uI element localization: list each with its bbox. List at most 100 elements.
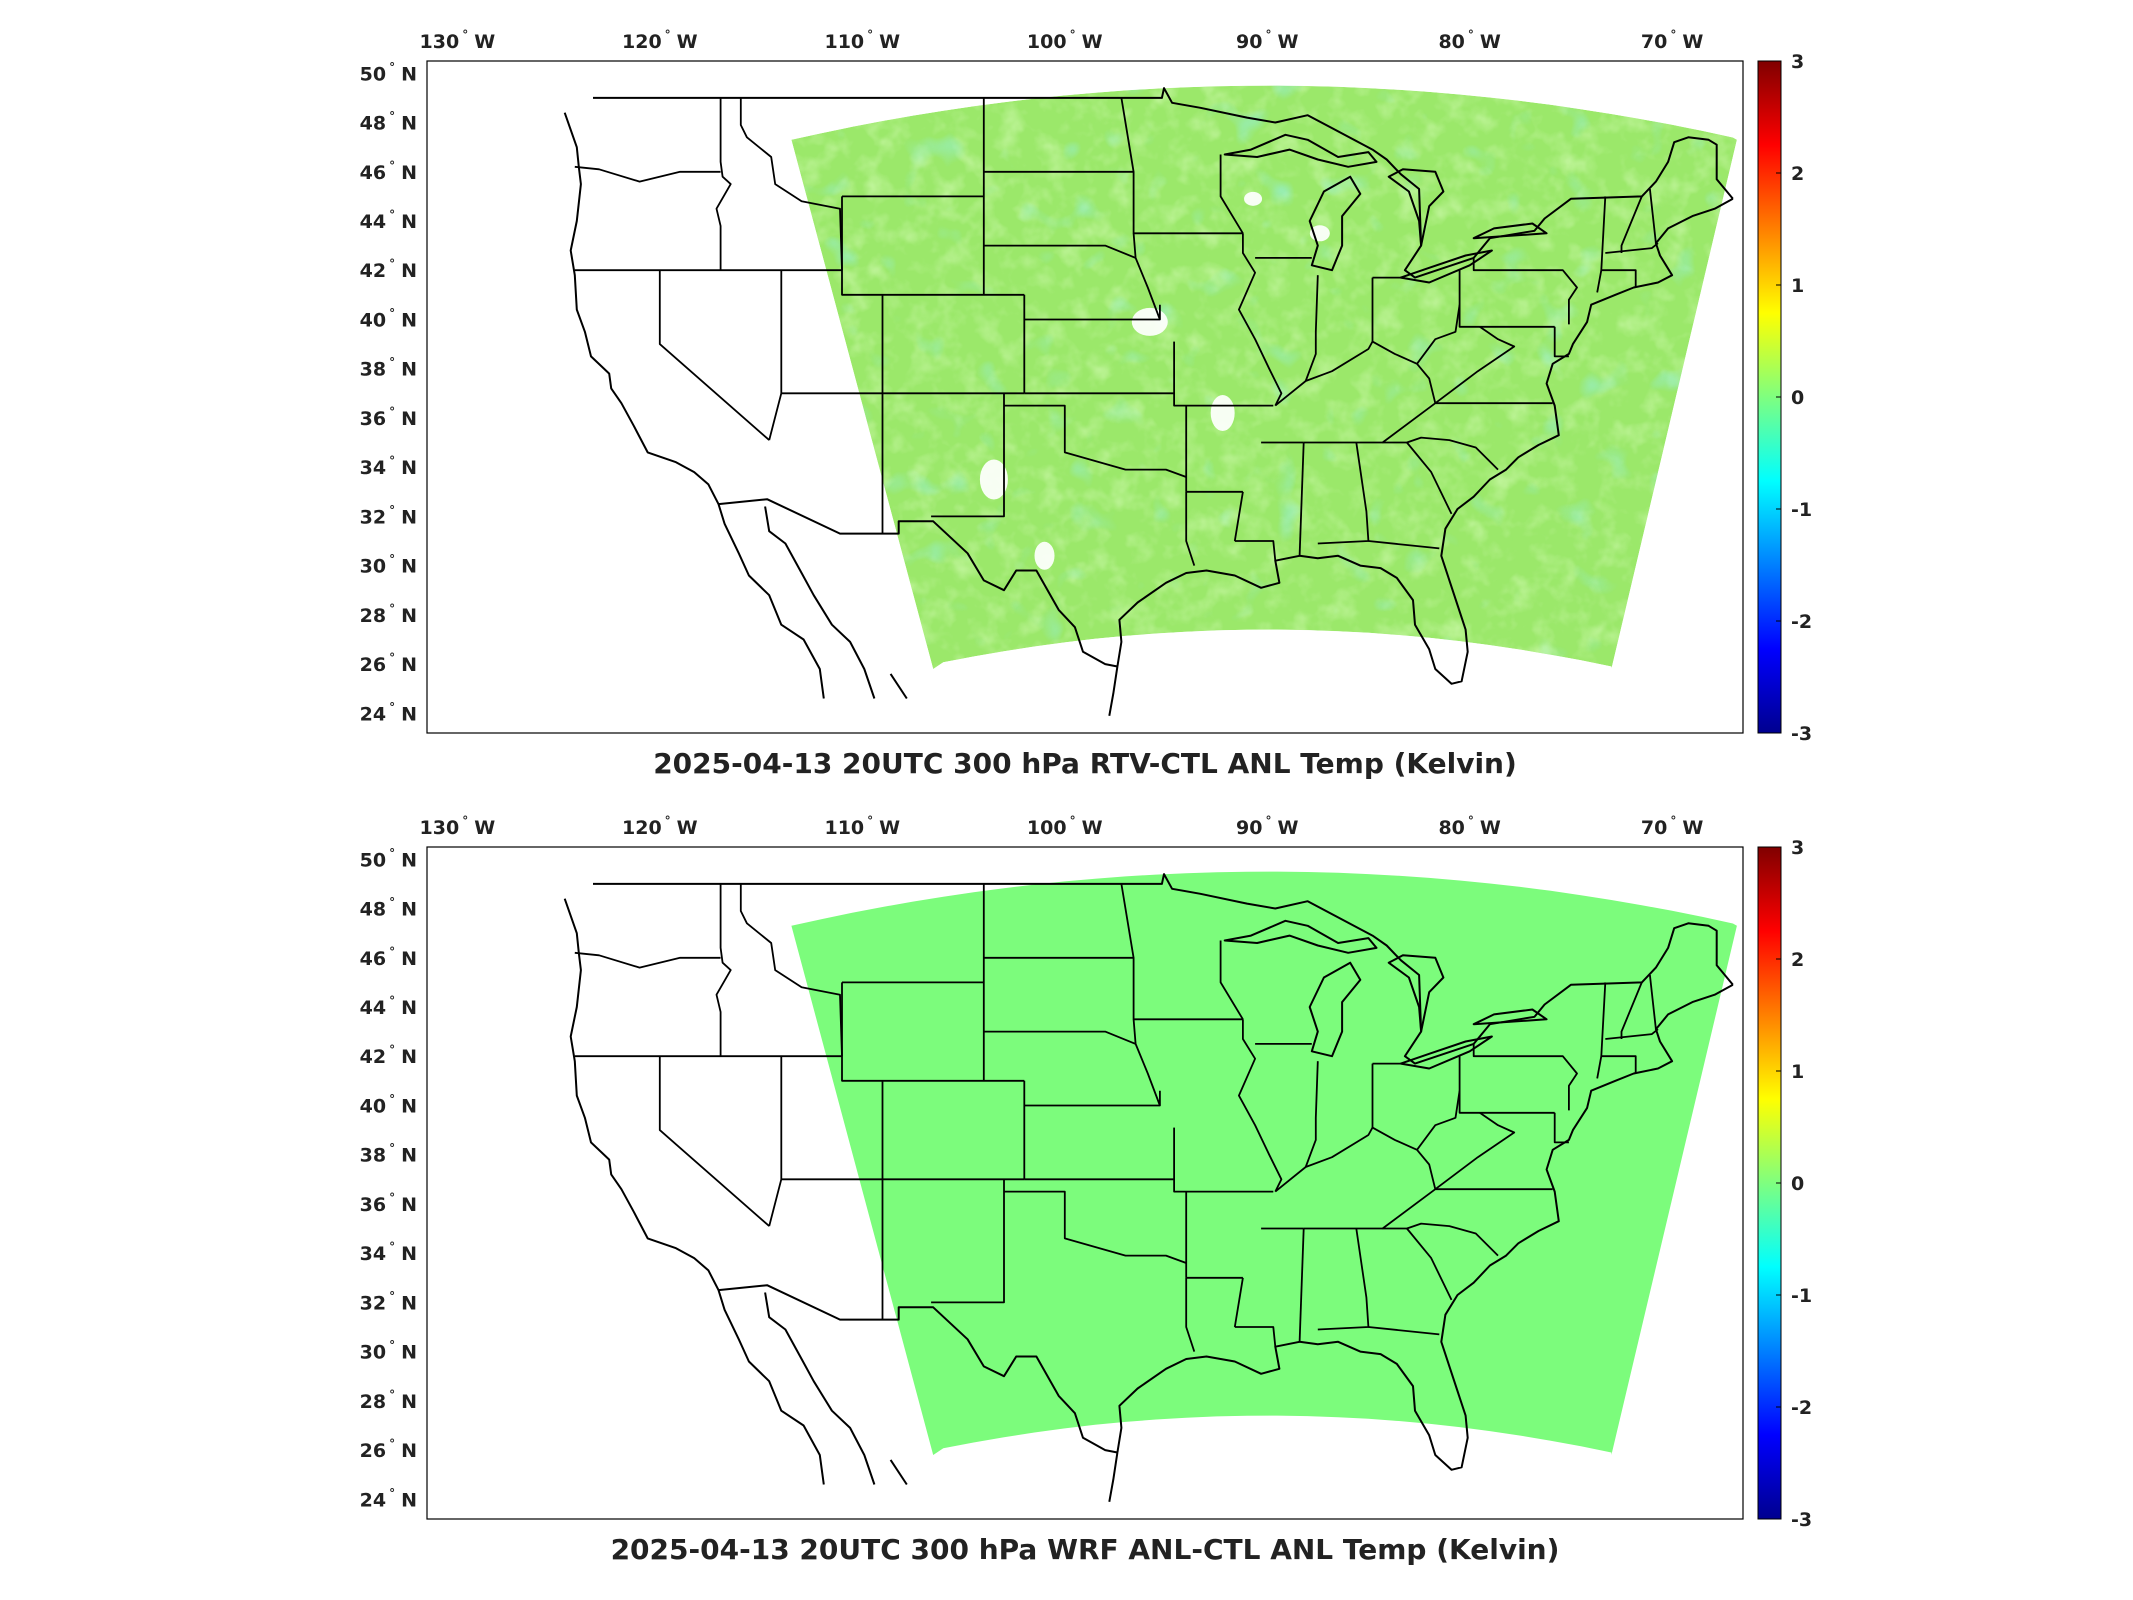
- degree-symbol: °: [1070, 28, 1076, 42]
- lon-tick-label: 110 ° W: [824, 28, 900, 53]
- state-border: [658, 270, 770, 441]
- degree-symbol: °: [389, 159, 395, 173]
- lon-tick-label: 120 ° W: [622, 28, 698, 53]
- lat-tick-label: 40 ° N: [360, 306, 417, 331]
- degree-symbol: °: [389, 1339, 395, 1353]
- map-panel-1: 130 ° W 120 ° W 110 ° W 100 ° W 90 ° W 80 ° W 70 ° W 50 ° N 48 ° N…: [360, 28, 1812, 780]
- state-border: [1233, 491, 1244, 542]
- degree-symbol: °: [389, 602, 395, 616]
- colorbar-tick-label: -3: [1791, 1509, 1812, 1531]
- missing-data-patch: [1034, 541, 1055, 570]
- boundaries: [563, 873, 1734, 1502]
- lat-tick-label: 46 ° N: [360, 159, 417, 184]
- lake-outline: [1223, 919, 1378, 954]
- lat-tick-label: 30 ° N: [360, 553, 417, 578]
- colorbar-tick-label: -3: [1791, 723, 1812, 745]
- lon-tick-label: 120 ° W: [622, 814, 698, 839]
- colorbar-tick-label: 3: [1791, 51, 1804, 73]
- state-border: [1458, 1056, 1555, 1114]
- state-border: [1219, 154, 1244, 234]
- state-border: [1132, 1019, 1137, 1044]
- state-border: [1185, 1277, 1196, 1352]
- state-border: [1238, 233, 1283, 406]
- state-border: [1416, 304, 1461, 365]
- lat-tick-label: 24 ° N: [360, 700, 417, 725]
- degree-symbol: °: [1468, 814, 1474, 828]
- lat-tick-label: 44 ° N: [360, 994, 417, 1019]
- degree-symbol: °: [1265, 814, 1271, 828]
- state-border: [931, 1179, 1005, 1304]
- state-border: [1601, 269, 1637, 288]
- lake-outline: [1387, 168, 1445, 247]
- state-border: [983, 1030, 1136, 1045]
- state-border: [1620, 196, 1643, 253]
- degree-symbol: °: [389, 356, 395, 370]
- colorbar-tick-label: -2: [1791, 1397, 1812, 1419]
- state-border: [1185, 491, 1196, 566]
- lat-tick-label: 38 ° N: [360, 356, 417, 381]
- state-border: [1298, 442, 1305, 556]
- degree-symbol: °: [1468, 28, 1474, 42]
- state-border: [1303, 1188, 1553, 1230]
- degree-symbol: °: [389, 257, 395, 271]
- degree-symbol: °: [462, 814, 468, 828]
- lat-tick-label: 28 ° N: [360, 1388, 417, 1413]
- state-border: [574, 165, 721, 183]
- lon-tick-label: 70 ° W: [1641, 28, 1703, 53]
- lat-tick-label: 32 ° N: [360, 1289, 417, 1314]
- degree-symbol: °: [389, 1092, 395, 1106]
- lake-outline: [1223, 133, 1378, 168]
- state-border: [1458, 270, 1555, 328]
- state-border: [1120, 97, 1243, 235]
- lat-tick-label: 24 ° N: [360, 1486, 417, 1511]
- degree-symbol: °: [389, 700, 395, 714]
- state-border: [1234, 540, 1277, 561]
- lat-tick-label: 42 ° N: [360, 257, 417, 282]
- state-border: [658, 1056, 770, 1227]
- map-panel-2: 130 ° W 120 ° W 110 ° W 100 ° W 90 ° W 80 ° W 70 ° W 50 ° N 48 ° N…: [360, 814, 1812, 1566]
- lat-tick-label: 48 ° N: [360, 110, 417, 135]
- lat-tick-label: 36 ° N: [360, 405, 417, 430]
- degree-symbol: °: [867, 814, 873, 828]
- state-border: [1317, 442, 1370, 545]
- lat-tick-label: 40 ° N: [360, 1092, 417, 1117]
- missing-data-patch: [1244, 191, 1263, 206]
- degree-symbol: °: [389, 1142, 395, 1156]
- degree-symbol: °: [389, 994, 395, 1008]
- lake-outline: [1399, 1035, 1493, 1070]
- temperature-field: [791, 871, 1737, 1455]
- state-border: [1553, 326, 1569, 358]
- lat-tick-label: 46 ° N: [360, 945, 417, 970]
- degree-symbol: °: [389, 1388, 395, 1402]
- colorbar-tick-label: -1: [1791, 1285, 1812, 1307]
- degree-symbol: °: [389, 60, 395, 74]
- lat-tick-label: 34 ° N: [360, 454, 417, 479]
- map-content: [563, 85, 1737, 716]
- lat-tick-label: 30 ° N: [360, 1339, 417, 1364]
- degree-symbol: °: [389, 306, 395, 320]
- panel-title: 2025-04-13 20UTC 300 hPa WRF ANL-CTL ANL…: [611, 1533, 1560, 1566]
- degree-symbol: °: [1265, 28, 1271, 42]
- state-border: [1303, 402, 1553, 444]
- state-border: [1553, 1112, 1569, 1144]
- colorbar-tick-label: 0: [1791, 1173, 1804, 1195]
- state-border: [1416, 1090, 1461, 1151]
- colorbar-tick-label: 2: [1791, 163, 1804, 185]
- degree-symbol: °: [389, 208, 395, 222]
- colorbar-tick-label: -2: [1791, 611, 1812, 633]
- colorbar-tick-label: -1: [1791, 499, 1812, 521]
- panel-title: 2025-04-13 20UTC 300 hPa RTV-CTL ANL Tem…: [653, 747, 1517, 780]
- degree-symbol: °: [389, 503, 395, 517]
- lon-tick-label: 100 ° W: [1027, 28, 1103, 53]
- degree-symbol: °: [389, 945, 395, 959]
- lat-tick-label: 48 ° N: [360, 896, 417, 921]
- state-border: [1649, 974, 1657, 1030]
- colorbar-tick-label: 2: [1791, 949, 1804, 971]
- lat-tick-label: 26 ° N: [360, 651, 417, 676]
- degree-symbol: °: [389, 896, 395, 910]
- state-border: [1120, 883, 1243, 1021]
- state-border: [1024, 1178, 1274, 1193]
- colorbar-tick-label: 1: [1791, 275, 1804, 297]
- degree-symbol: °: [389, 846, 395, 860]
